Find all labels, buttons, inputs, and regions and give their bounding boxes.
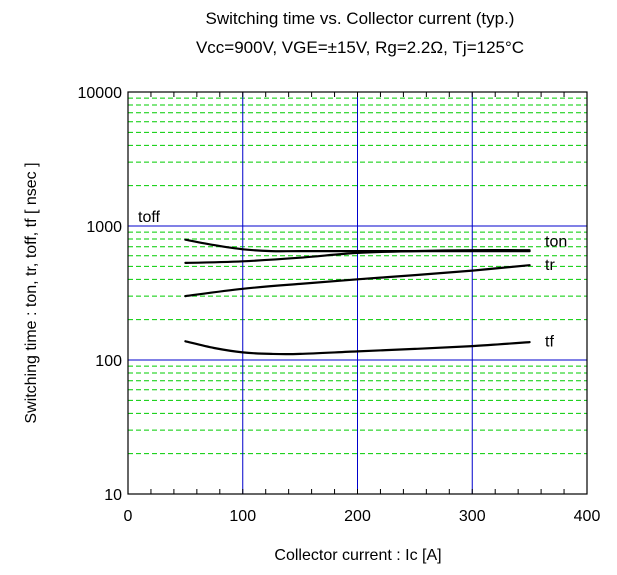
- y-tick-label: 1000: [86, 219, 122, 236]
- x-tick-label: 200: [344, 508, 371, 525]
- chart-subtitle: Vcc=900V, VGE=±15V, Rg=2.2Ω, Tj=125°C: [196, 38, 524, 57]
- x-tick-label: 100: [229, 508, 256, 525]
- x-tick-label: 300: [459, 508, 486, 525]
- y-tick-label: 100: [95, 353, 122, 370]
- series-label-tr: tr: [545, 257, 555, 274]
- y-axis-label: Switching time : ton, tr, toff, tf [ nse…: [23, 162, 40, 423]
- series-curves: [184, 238, 531, 356]
- x-tick-label: 0: [124, 508, 133, 525]
- series-label-tf: tf: [545, 333, 554, 350]
- chart-title: Switching time vs. Collector current (ty…: [206, 9, 515, 28]
- series-label-toff: toff: [138, 209, 161, 226]
- y-tick-labels: 10 100 1000 10000: [78, 85, 123, 504]
- series-line-tf: [184, 340, 531, 356]
- x-tick-label: 400: [574, 508, 601, 525]
- series-line-ton: [184, 249, 531, 264]
- series-labels: toff ton tr tf: [138, 209, 567, 350]
- y-tick-label: 10000: [78, 85, 123, 102]
- tick-marks: [150, 92, 565, 494]
- plot-frame: [127, 91, 588, 495]
- y-tick-label: 10: [104, 487, 122, 504]
- series-label-ton: ton: [545, 233, 567, 250]
- x-tick-labels: 0 100 200 300 400: [124, 508, 601, 525]
- series-line-tr: [184, 264, 531, 298]
- major-gridlines: [128, 92, 587, 494]
- minor-gridlines: [128, 97, 587, 455]
- x-axis-label: Collector current : Ic [A]: [274, 547, 441, 564]
